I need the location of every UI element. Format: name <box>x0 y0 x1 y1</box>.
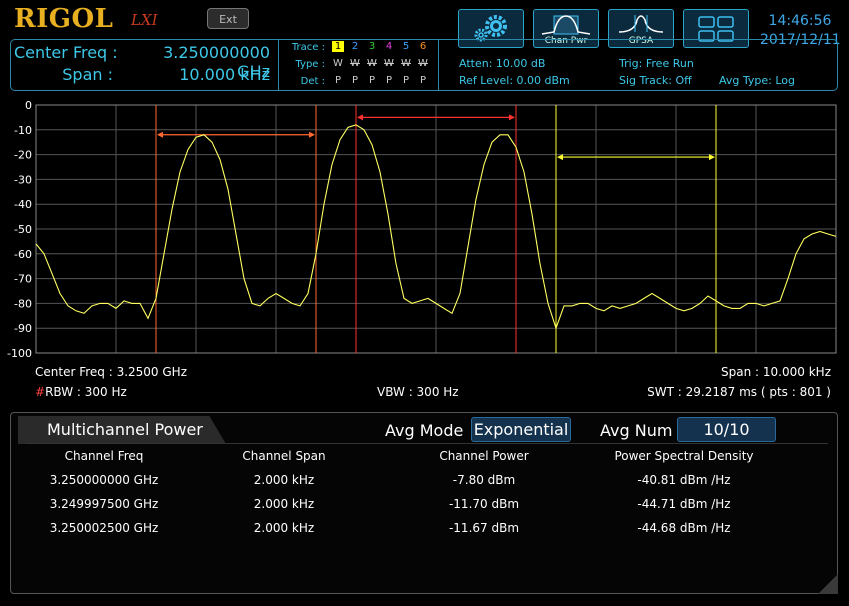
arrow-head <box>157 131 163 138</box>
trace-line <box>35 124 837 330</box>
table-cell: -44.68 dBm /Hz <box>637 521 731 535</box>
table-cell: 2.000 kHz <box>253 473 315 487</box>
arrow-head <box>557 154 563 161</box>
rbw: #RBW : 300 Hz <box>35 385 127 399</box>
arrow-head <box>709 154 715 161</box>
time: 14:46:56 <box>768 13 832 29</box>
type-label: Type : <box>295 59 325 70</box>
y-tick-label: -70 <box>14 273 32 286</box>
col-header-channel-freq: Channel Freq <box>64 449 144 463</box>
table-cell: 2.000 kHz <box>253 521 315 535</box>
arrow-head <box>309 131 315 138</box>
trace-label: Trace : <box>291 42 325 53</box>
trace-detector: P <box>402 75 410 86</box>
col-header-psd: Power Spectral Density <box>614 449 754 463</box>
trig[interactable]: Trig: Free Run <box>619 57 694 70</box>
spectrum-graph[interactable]: 0 -10 -20 -30 -40 -50 -60 -70 -80 -90 -100 <box>0 98 849 410</box>
trace-type: W <box>333 58 343 69</box>
rbw-manual-mark: # <box>35 385 46 399</box>
trace-number[interactable]: 4 <box>385 41 393 52</box>
y-tick-label: -100 <box>7 347 32 360</box>
trace-number[interactable]: 1 <box>332 41 344 52</box>
det-label: Det : <box>300 76 325 87</box>
lxi-logo: LXI <box>131 11 158 29</box>
trace-type: W <box>350 58 360 69</box>
divider <box>438 40 439 90</box>
y-tick-label: -20 <box>14 149 32 162</box>
trace-detector: P <box>368 75 376 86</box>
panel-title: Multichannel Power <box>18 416 226 444</box>
y-tick-label: -50 <box>14 223 32 236</box>
trace-detector: P <box>419 75 427 86</box>
bottom-center-freq: Center Freq : 3.2500 GHz <box>35 365 187 379</box>
chan-pwr-button[interactable]: Chan Pwr <box>533 9 599 48</box>
clock: 14:46:56 2017/12/11 <box>760 12 841 50</box>
avg-mode-field[interactable]: Exponential <box>471 417 571 442</box>
chan-pwr-label: Chan Pwr <box>544 36 588 46</box>
chan-pwr-icon <box>541 15 591 35</box>
table-cell: 3.249997500 GHz <box>49 497 159 511</box>
settings-button[interactable] <box>458 9 524 48</box>
ref-level[interactable]: Ref Level: 0.00 dBm <box>459 74 570 87</box>
avg-num-field[interactable]: 10/10 <box>677 417 776 442</box>
graph-frame <box>35 104 837 354</box>
trace-detector: P <box>334 75 342 86</box>
table-cell: -7.80 dBm <box>452 473 516 487</box>
sig-track[interactable]: Sig Track: Off <box>619 74 692 87</box>
table-cell: -44.71 dBm /Hz <box>637 497 731 511</box>
trace-detector: P <box>385 75 393 86</box>
y-tick-label: -90 <box>14 322 32 335</box>
gpsa-label: GPSA <box>628 36 654 46</box>
center-freq-label: Center Freq : <box>14 43 118 62</box>
gears-icon <box>474 15 507 42</box>
rbw-value: RBW : 300 Hz <box>45 385 127 399</box>
table-cell: -40.81 dBm /Hz <box>637 473 731 487</box>
trace-type: W <box>418 58 428 69</box>
y-tick-label: -10 <box>14 124 32 137</box>
info-panel <box>10 39 838 91</box>
span-value[interactable]: 10.000 kHz <box>179 65 270 84</box>
table-cell: 2.000 kHz <box>253 497 315 511</box>
trace-number[interactable]: 3 <box>368 41 376 52</box>
date: 2017/12/11 <box>760 32 841 48</box>
col-header-channel-span: Channel Span <box>242 449 326 463</box>
gpsa-button[interactable]: GPSA <box>608 9 674 48</box>
trace-type: W <box>367 58 377 69</box>
arrow-head <box>357 114 363 121</box>
trace-number[interactable]: 6 <box>419 41 427 52</box>
table-cell: 3.250002500 GHz <box>49 521 159 535</box>
trace-number[interactable]: 5 <box>402 41 410 52</box>
y-tick-label: -80 <box>14 297 32 310</box>
table-cell: -11.67 dBm <box>448 521 520 535</box>
col-header-channel-power: Channel Power <box>439 449 529 463</box>
avg-mode-label: Avg Mode <box>385 421 464 440</box>
resize-corner-icon <box>818 574 838 594</box>
table-cell: -11.70 dBm <box>448 497 520 511</box>
arrow-head <box>509 114 515 121</box>
avg-num-label: Avg Num <box>600 421 673 440</box>
swt: SWT : 29.2187 ms ( pts : 801 ) <box>647 385 831 399</box>
bottom-span: Span : 10.000 kHz <box>721 365 831 379</box>
table-cell: 3.250000000 GHz <box>49 473 159 487</box>
y-tick-label: -30 <box>14 173 32 186</box>
y-tick-label: 0 <box>25 99 32 112</box>
grid-layout-icon <box>698 16 734 42</box>
trace-detector: P <box>351 75 359 86</box>
span-label: Span : <box>62 65 113 84</box>
atten[interactable]: Atten: 10.00 dB <box>459 57 546 70</box>
divider <box>278 40 279 90</box>
avg-type[interactable]: Avg Type: Log <box>719 74 795 87</box>
trace-number[interactable]: 2 <box>351 41 359 52</box>
center-freq-value[interactable]: 3.250000000 GHz <box>163 43 270 81</box>
ext-indicator[interactable]: Ext <box>207 8 249 29</box>
trace-type: W <box>401 58 411 69</box>
y-tick-label: -60 <box>14 248 32 261</box>
rigol-logo: RIGOL <box>14 4 114 34</box>
divider <box>26 443 828 444</box>
layout-button[interactable] <box>683 9 749 48</box>
gpsa-icon <box>618 15 664 33</box>
vbw: VBW : 300 Hz <box>377 385 459 399</box>
trace-type: W <box>384 58 394 69</box>
y-tick-label: -40 <box>14 198 32 211</box>
